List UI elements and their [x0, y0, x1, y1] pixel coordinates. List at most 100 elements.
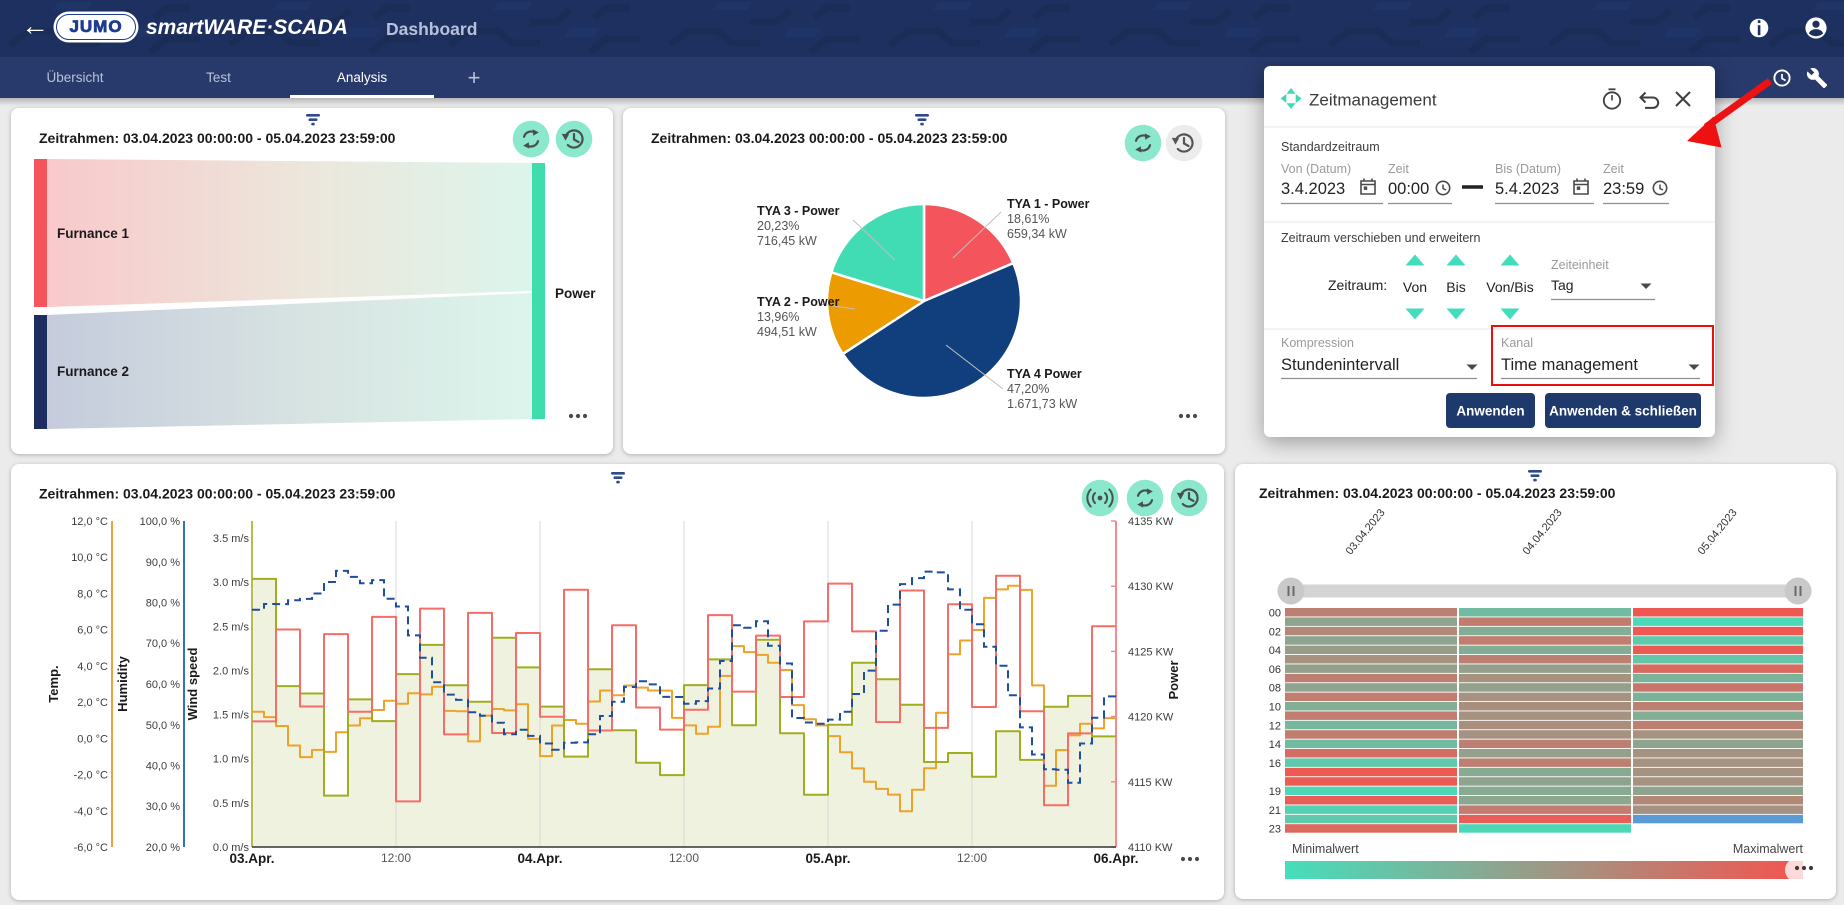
- svg-text:04: 04: [1269, 645, 1281, 657]
- svg-text:05.Apr.: 05.Apr.: [805, 851, 850, 866]
- svg-text:12: 12: [1269, 720, 1281, 732]
- svg-text:Von/Bis: Von/Bis: [1486, 279, 1533, 295]
- svg-text:Tag: Tag: [1551, 277, 1574, 293]
- svg-text:Zeit: Zeit: [1388, 162, 1409, 176]
- svg-text:8,0 °C: 8,0 °C: [77, 588, 108, 600]
- svg-text:4130 KW: 4130 KW: [1128, 581, 1174, 593]
- svg-text:3.4.2023: 3.4.2023: [1281, 180, 1345, 198]
- svg-text:23: 23: [1269, 824, 1281, 836]
- svg-text:494,51 kW: 494,51 kW: [757, 325, 817, 339]
- svg-text:10: 10: [1269, 702, 1281, 714]
- svg-text:2.5 m/s: 2.5 m/s: [213, 621, 250, 633]
- svg-text:47,20%: 47,20%: [1007, 382, 1049, 396]
- svg-text:5.4.2023: 5.4.2023: [1495, 180, 1559, 198]
- svg-text:4110 KW: 4110 KW: [1128, 842, 1173, 854]
- svg-text:Standardzeitraum: Standardzeitraum: [1281, 140, 1380, 154]
- svg-text:40,0 %: 40,0 %: [146, 761, 180, 773]
- svg-text:Furnance 2: Furnance 2: [57, 364, 129, 379]
- svg-text:Zeitmanagement: Zeitmanagement: [1309, 91, 1437, 110]
- svg-text:Bis: Bis: [1446, 279, 1465, 295]
- svg-text:80,0 %: 80,0 %: [146, 598, 180, 610]
- svg-text:03.04.2023: 03.04.2023: [1344, 507, 1388, 557]
- svg-text:Anwenden & schließen: Anwenden & schließen: [1549, 404, 1697, 419]
- svg-text:50,0 %: 50,0 %: [146, 720, 180, 732]
- svg-text:1.671,73 kW: 1.671,73 kW: [1007, 397, 1077, 411]
- svg-text:90,0 %: 90,0 %: [146, 557, 180, 569]
- svg-text:TYA 2 - Power: TYA 2 - Power: [757, 295, 840, 309]
- svg-text:659,34 kW: 659,34 kW: [1007, 227, 1067, 241]
- svg-text:03.Apr.: 03.Apr.: [229, 851, 274, 866]
- svg-text:Anwenden: Anwenden: [1456, 404, 1524, 419]
- svg-text:Wind speed: Wind speed: [185, 648, 200, 721]
- svg-text:00: 00: [1269, 608, 1281, 620]
- svg-text:Zeitraum verschieben und erwei: Zeitraum verschieben und erweitern: [1281, 231, 1480, 245]
- svg-text:-6,0 °C: -6,0 °C: [74, 842, 108, 854]
- svg-text:Power: Power: [1166, 660, 1181, 699]
- svg-text:13,96%: 13,96%: [757, 310, 799, 324]
- svg-text:1.0 m/s: 1.0 m/s: [213, 754, 250, 766]
- svg-text:30,0 %: 30,0 %: [146, 801, 180, 813]
- svg-text:Temp.: Temp.: [46, 665, 61, 702]
- svg-text:2.0 m/s: 2.0 m/s: [213, 665, 250, 677]
- svg-text:4135 KW: 4135 KW: [1128, 516, 1174, 528]
- svg-text:Kanal: Kanal: [1501, 336, 1533, 350]
- svg-text:Zeitrahmen: 03.04.2023 00:00:0: Zeitrahmen: 03.04.2023 00:00:00 - 05.04.…: [651, 130, 1008, 146]
- svg-text:18,61%: 18,61%: [1007, 212, 1049, 226]
- svg-text:16: 16: [1269, 758, 1281, 770]
- svg-text:Minimalwert: Minimalwert: [1292, 842, 1359, 856]
- svg-text:23:59: 23:59: [1603, 180, 1644, 198]
- svg-text:Kompression: Kompression: [1281, 336, 1354, 350]
- svg-text:Stundenintervall: Stundenintervall: [1281, 356, 1399, 374]
- svg-text:TYA 4 Power: TYA 4 Power: [1007, 367, 1082, 381]
- svg-text:12:00: 12:00: [669, 851, 699, 865]
- svg-text:0.5 m/s: 0.5 m/s: [213, 798, 250, 810]
- svg-text:12:00: 12:00: [381, 851, 411, 865]
- svg-text:Power: Power: [555, 286, 596, 301]
- svg-text:06: 06: [1269, 664, 1281, 676]
- svg-text:Zeit: Zeit: [1603, 162, 1624, 176]
- svg-text:08: 08: [1269, 683, 1281, 695]
- svg-text:12,0 °C: 12,0 °C: [71, 516, 108, 528]
- svg-text:04.04.2023: 04.04.2023: [1521, 507, 1565, 557]
- svg-text:20,23%: 20,23%: [757, 219, 799, 233]
- svg-text:Zeiteinheit: Zeiteinheit: [1551, 258, 1609, 272]
- svg-text:06.Apr.: 06.Apr.: [1093, 851, 1138, 866]
- svg-text:1.5 m/s: 1.5 m/s: [213, 710, 250, 722]
- svg-text:02: 02: [1269, 626, 1281, 638]
- svg-text:Von (Datum): Von (Datum): [1281, 162, 1351, 176]
- svg-text:4,0 °C: 4,0 °C: [77, 661, 108, 673]
- svg-text:6,0 °C: 6,0 °C: [77, 625, 108, 637]
- svg-text:Zeitrahmen: 03.04.2023 00:00:0: Zeitrahmen: 03.04.2023 00:00:00 - 05.04.…: [39, 130, 396, 146]
- svg-text:Humidity: Humidity: [115, 655, 130, 711]
- svg-text:14: 14: [1269, 739, 1281, 751]
- svg-text:21: 21: [1269, 805, 1281, 817]
- svg-text:TYA 3 - Power: TYA 3 - Power: [757, 204, 840, 218]
- svg-text:Zeitrahmen: 03.04.2023 00:00:0: Zeitrahmen: 03.04.2023 00:00:00 - 05.04.…: [1259, 485, 1616, 501]
- svg-text:04.Apr.: 04.Apr.: [517, 851, 562, 866]
- svg-text:716,45 kW: 716,45 kW: [757, 234, 817, 248]
- svg-text:19: 19: [1269, 786, 1281, 798]
- svg-text:2,0 °C: 2,0 °C: [77, 697, 108, 709]
- svg-text:12:00: 12:00: [957, 851, 987, 865]
- svg-text:0,0 °C: 0,0 °C: [77, 733, 108, 745]
- svg-text:Time management: Time management: [1501, 356, 1638, 374]
- svg-text:Zeitrahmen: 03.04.2023 00:00:0: Zeitrahmen: 03.04.2023 00:00:00 - 05.04.…: [39, 486, 396, 502]
- svg-text:4115 KW: 4115 KW: [1128, 777, 1173, 789]
- svg-text:10,0 °C: 10,0 °C: [71, 552, 108, 564]
- svg-text:00:00: 00:00: [1388, 180, 1429, 198]
- svg-text:05.04.2023: 05.04.2023: [1696, 507, 1740, 557]
- svg-text:Furnance 1: Furnance 1: [57, 226, 130, 241]
- svg-text:Bis (Datum): Bis (Datum): [1495, 162, 1561, 176]
- svg-text:0.0 m/s: 0.0 m/s: [213, 842, 250, 854]
- svg-text:Zeitraum:: Zeitraum:: [1328, 277, 1387, 293]
- svg-text:Von: Von: [1403, 279, 1427, 295]
- svg-text:-2,0 °C: -2,0 °C: [74, 770, 108, 782]
- svg-text:Maximalwert: Maximalwert: [1733, 842, 1804, 856]
- svg-text:3.0 m/s: 3.0 m/s: [213, 577, 250, 589]
- svg-text:TYA 1 - Power: TYA 1 - Power: [1007, 197, 1090, 211]
- svg-text:100,0 %: 100,0 %: [140, 516, 181, 528]
- svg-text:4125 KW: 4125 KW: [1128, 646, 1174, 658]
- svg-text:20,0 %: 20,0 %: [146, 842, 180, 854]
- svg-text:3.5 m/s: 3.5 m/s: [213, 533, 250, 545]
- svg-text:70,0 %: 70,0 %: [146, 638, 180, 650]
